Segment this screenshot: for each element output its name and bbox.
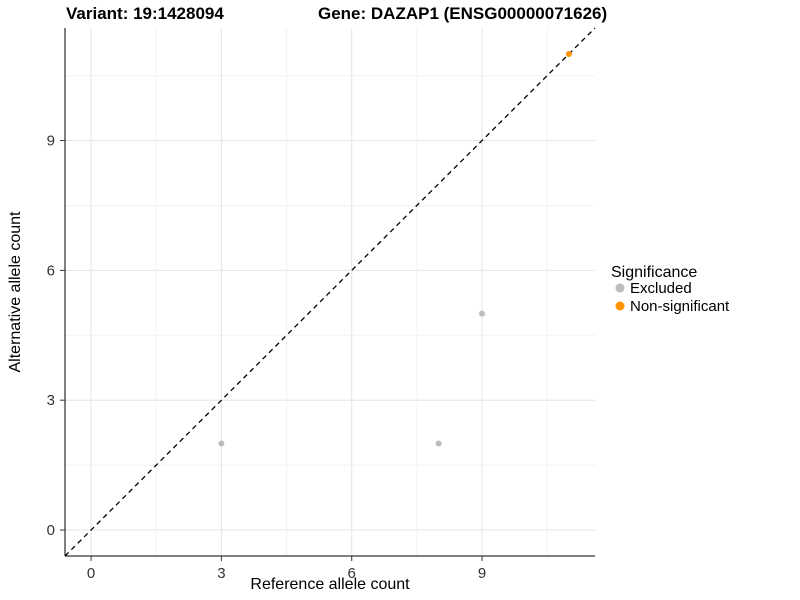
data-point [565,50,572,57]
x-axis-label: Reference allele count [250,576,410,593]
y-axis-ticks: 0 3 6 9 [47,133,65,539]
x-tick-label: 9 [478,565,486,582]
x-tick-label: 0 [87,565,95,582]
plot-title-gene: Gene: DAZAP1 (ENSG00000071626) [318,4,607,23]
x-axis-ticks: 0 3 6 9 [87,556,486,582]
plot-title-variant: Variant: 19:1428094 [66,4,224,23]
x-tick-label: 6 [348,565,356,582]
data-points [218,50,572,447]
gridlines-major [65,28,595,556]
axis-lines [64,28,595,557]
legend-dot [615,283,625,293]
legend-entry-label: Excluded [630,280,692,297]
x-tick-label: 3 [217,565,225,582]
y-tick-label: 0 [47,522,55,539]
legend-dot [615,301,625,311]
identity-dashed-line [64,27,596,557]
y-tick-label: 6 [47,262,55,279]
data-point [218,440,225,447]
data-point [435,440,442,447]
y-axis-label: Alternative allele count [7,211,24,373]
gridlines-minor [65,28,595,556]
data-point [479,310,486,317]
y-tick-label: 3 [47,392,55,409]
y-tick-label: 9 [47,133,55,150]
legend-title: Significance [611,264,697,281]
identity-line [64,27,596,557]
legend-entry-label: Non-significant [630,298,730,315]
